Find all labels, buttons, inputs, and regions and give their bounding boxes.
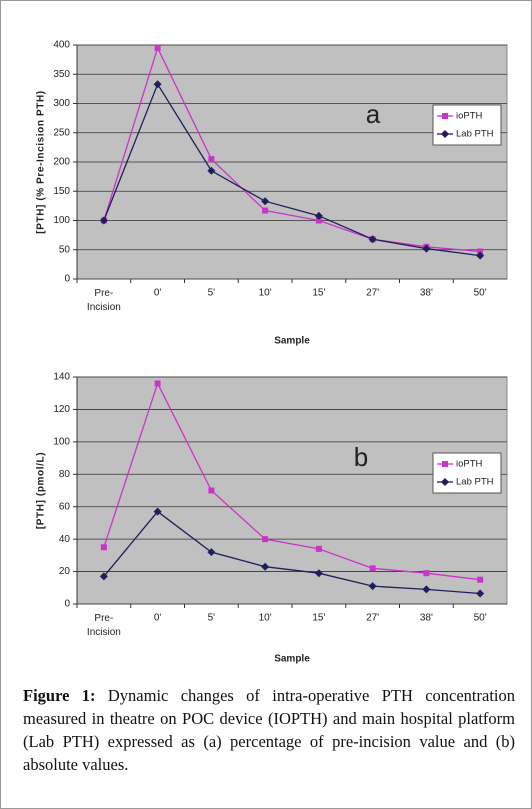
x-tick-label: 0' bbox=[154, 613, 162, 624]
marker bbox=[368, 582, 377, 591]
y-axis-label: [PTH] (% Pre-Incision PTH) bbox=[36, 90, 47, 233]
marker bbox=[476, 251, 485, 260]
marker bbox=[477, 576, 484, 583]
legend bbox=[432, 452, 502, 494]
x-tick-label: 5' bbox=[208, 613, 216, 624]
marker bbox=[423, 570, 430, 577]
legend-label: ioPTH bbox=[456, 459, 483, 470]
marker bbox=[422, 244, 431, 253]
marker bbox=[261, 197, 270, 206]
label-part: Incision bbox=[87, 302, 121, 313]
marker bbox=[208, 487, 215, 494]
legend-label: ioPTH bbox=[456, 111, 483, 122]
marker bbox=[315, 217, 322, 224]
marker bbox=[422, 585, 431, 594]
x-tick-label: 38' bbox=[420, 613, 433, 624]
marker bbox=[476, 589, 485, 598]
marker bbox=[207, 166, 216, 175]
y-tick-label: 50 bbox=[59, 244, 71, 255]
y-tick-label: 60 bbox=[59, 501, 71, 512]
y-tick-label: 200 bbox=[53, 157, 70, 168]
x-tick-label: 10' bbox=[259, 613, 272, 624]
marker bbox=[208, 156, 215, 163]
series-line bbox=[103, 46, 481, 253]
series-line bbox=[103, 381, 481, 581]
caption: Figure 1: Dynamic changes of intra-opera… bbox=[23, 684, 515, 776]
y-tick-label: 0 bbox=[64, 274, 70, 285]
legend-label: Lab PTH bbox=[456, 129, 494, 140]
x-tick-label: Pre- Incision bbox=[87, 288, 121, 313]
legend bbox=[432, 104, 502, 146]
annotation: b bbox=[354, 442, 368, 472]
y-tick-label: 120 bbox=[53, 404, 70, 415]
x-axis-label: Sample bbox=[274, 336, 310, 347]
y-axis-label: [PTH] (pmol/L) bbox=[36, 452, 47, 529]
marker bbox=[262, 536, 269, 543]
y-tick-label: 100 bbox=[53, 436, 70, 447]
x-tick-label: 38' bbox=[420, 288, 433, 299]
x-tick-label: 50' bbox=[474, 288, 487, 299]
y-tick-label: 350 bbox=[53, 69, 70, 80]
marker bbox=[314, 211, 323, 220]
y-tick-label: 40 bbox=[59, 534, 71, 545]
marker bbox=[442, 461, 448, 467]
series-line bbox=[103, 82, 481, 257]
y-tick-label: 300 bbox=[53, 98, 70, 109]
marker bbox=[153, 80, 162, 89]
y-tick-label: 0 bbox=[64, 599, 70, 610]
marker bbox=[442, 113, 448, 119]
legend-label: Lab PTH bbox=[456, 477, 494, 488]
y-tick-label: 150 bbox=[53, 186, 70, 197]
x-tick-label: 15' bbox=[312, 613, 325, 624]
series-line bbox=[103, 510, 481, 595]
marker bbox=[154, 380, 161, 387]
caption-label: Figure 1: bbox=[23, 686, 96, 705]
y-tick-label: 250 bbox=[53, 127, 70, 138]
marker bbox=[154, 44, 161, 51]
y-tick-label: 400 bbox=[53, 40, 70, 51]
x-tick-label: 15' bbox=[312, 288, 325, 299]
x-tick-label: 5' bbox=[208, 288, 216, 299]
marker bbox=[262, 207, 269, 214]
y-tick-label: 80 bbox=[59, 469, 71, 480]
x-tick-label: 27' bbox=[366, 288, 379, 299]
marker bbox=[441, 130, 449, 138]
label-part: Incision bbox=[87, 627, 121, 638]
marker bbox=[368, 235, 377, 244]
y-tick-label: 100 bbox=[53, 215, 70, 226]
marker bbox=[315, 545, 322, 552]
marker bbox=[369, 565, 376, 572]
annotation: a bbox=[366, 99, 381, 129]
marker bbox=[314, 569, 323, 578]
x-tick-label: 50' bbox=[474, 613, 487, 624]
marker bbox=[153, 507, 162, 516]
marker bbox=[99, 216, 108, 225]
marker bbox=[99, 572, 108, 581]
caption-text: Dynamic changes of intra-operative PTH c… bbox=[23, 686, 516, 774]
x-axis-label: Sample bbox=[274, 654, 310, 665]
marker bbox=[100, 544, 107, 551]
label-part: Pre- bbox=[94, 613, 113, 624]
marker bbox=[477, 248, 484, 255]
marker bbox=[441, 478, 449, 486]
x-tick-label: Pre- Incision bbox=[87, 613, 121, 638]
x-tick-label: 0' bbox=[154, 288, 162, 299]
marker bbox=[207, 548, 216, 557]
marker bbox=[261, 562, 270, 571]
label-part: Pre- bbox=[94, 288, 113, 299]
y-tick-label: 20 bbox=[59, 566, 71, 577]
y-tick-label: 140 bbox=[53, 372, 70, 383]
x-tick-label: 10' bbox=[259, 288, 272, 299]
x-tick-label: 27' bbox=[366, 613, 379, 624]
